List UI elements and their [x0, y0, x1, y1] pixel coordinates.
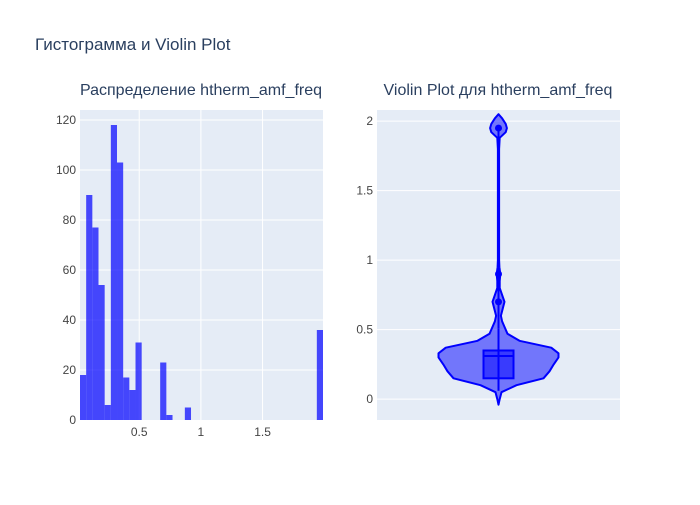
figure-title: Гистограмма и Violin Plot	[35, 35, 231, 54]
histogram-y-tick-label: 0	[69, 413, 76, 427]
histogram-bar	[86, 195, 93, 420]
histogram-bar	[92, 227, 99, 420]
violin-box	[482, 349, 515, 380]
histogram-bar	[80, 375, 87, 420]
histogram-y-ticks: 0 20 40 60 80 100 120	[56, 113, 76, 427]
violin-y-tick-label: 0	[366, 392, 373, 406]
histogram-y-tick-label: 120	[56, 113, 76, 127]
violin-shape-group	[437, 113, 560, 406]
violin-outlier-point	[495, 298, 502, 306]
histogram-bars	[80, 125, 323, 420]
histogram-y-tick-label: 20	[63, 363, 77, 377]
histogram-x-ticks: 0.5 1 1.5	[131, 425, 271, 439]
histogram-bar	[123, 377, 130, 420]
violin-outlier-point	[495, 270, 502, 278]
histogram-bar	[184, 407, 192, 420]
histogram-bar	[98, 285, 105, 420]
histogram-y-tick-label: 40	[63, 313, 77, 327]
histogram-x-tick-label: 1	[198, 425, 205, 439]
violin-panel: 0 0.5 1 1.5 2 Violin Plot для htherm_amf_fre…	[356, 82, 620, 420]
histogram-bar	[129, 390, 136, 420]
histogram-panel: 0 20 40 60 80 100 120 0.5 1 1.5 Распределение ht…	[56, 82, 323, 439]
histogram-bar	[117, 162, 124, 420]
histogram-x-tick-label: 0.5	[131, 425, 148, 439]
histogram-x-tick-label: 1.5	[254, 425, 271, 439]
violin-y-ticks: 0 0.5 1 1.5 2	[356, 114, 373, 406]
histogram-subtitle: Распределение htherm_amf_freq	[80, 82, 322, 99]
violin-outlier-point	[495, 124, 502, 132]
histogram-bar	[135, 342, 142, 420]
histogram-bar	[110, 125, 118, 420]
histogram-y-tick-label: 80	[63, 213, 77, 227]
violin-subtitle: Violin Plot для htherm_amf_freq	[384, 82, 613, 99]
histogram-y-tick-label: 60	[63, 263, 77, 277]
histogram-bar	[160, 362, 167, 420]
violin-y-tick-label: 2	[366, 114, 373, 128]
histogram-bar	[166, 415, 173, 420]
histogram-bar	[104, 405, 111, 420]
violin-y-tick-label: 1	[366, 253, 373, 267]
violin-y-tick-label: 1.5	[356, 184, 373, 198]
histogram-bar	[316, 330, 323, 420]
violin-y-tick-label: 0.5	[356, 323, 373, 337]
histogram-y-tick-label: 100	[56, 163, 76, 177]
